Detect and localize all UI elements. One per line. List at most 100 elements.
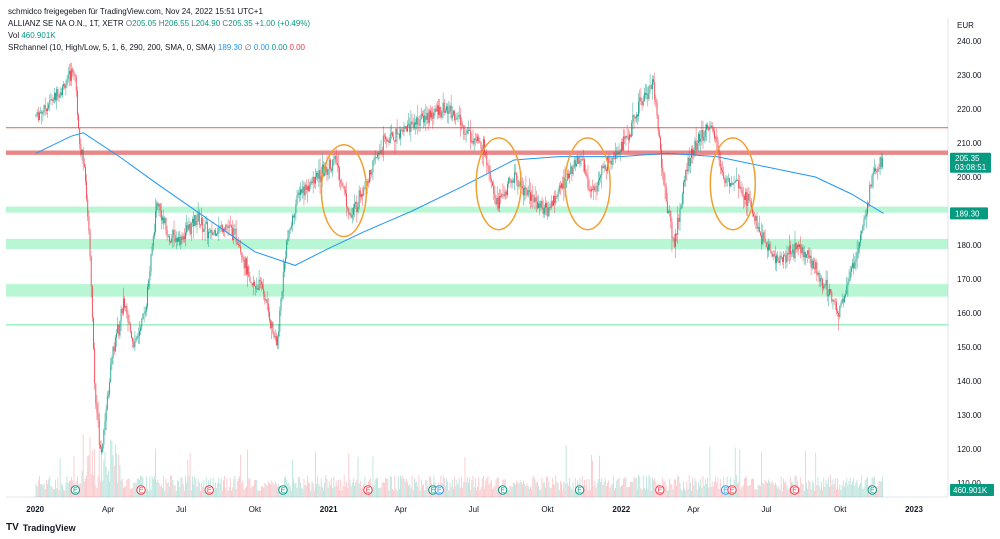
- candle-body: [737, 180, 738, 181]
- candle-555: [673, 233, 675, 249]
- candle-385: [478, 133, 480, 144]
- candle-body: [160, 210, 162, 221]
- volume-bar: [595, 487, 597, 497]
- candle-body: [171, 238, 173, 242]
- candle-703: [844, 294, 845, 304]
- candle-body: [550, 201, 552, 208]
- candle-106: [157, 201, 159, 211]
- volume-bar: [849, 477, 851, 497]
- candle-631: [761, 222, 763, 250]
- volume-bar: [756, 489, 758, 497]
- volume-bar: [747, 486, 749, 497]
- volume-bar: [197, 479, 199, 497]
- candle-635: [765, 241, 767, 248]
- candle-607: [733, 175, 735, 191]
- volume-bar: [377, 477, 378, 497]
- volume-bar: [323, 489, 324, 497]
- candle-body: [431, 112, 433, 118]
- candle-body: [342, 185, 344, 187]
- volume-bar: [456, 479, 458, 497]
- volume-bar: [648, 475, 650, 497]
- candle-526: [640, 88, 642, 106]
- candle-481: [588, 179, 590, 193]
- volume-bar: [252, 486, 254, 497]
- candle-26: [65, 80, 67, 96]
- candle-118: [171, 234, 173, 244]
- time-tick-label-1: Apr: [102, 505, 115, 514]
- indicator-label[interactable]: SRchannel (10, High/Low, 5, 1, 6, 290, 2…: [8, 43, 216, 52]
- candle-body: [605, 169, 607, 171]
- candle-567: [687, 155, 689, 175]
- volume-bar: [829, 486, 830, 497]
- volume-label[interactable]: Vol: [8, 31, 20, 40]
- candle-body: [425, 115, 427, 120]
- tradingview-brand[interactable]: TV TradingView: [6, 522, 76, 533]
- candle-body: [247, 266, 249, 275]
- candle-506: [617, 146, 619, 160]
- volume-bar: [63, 489, 64, 497]
- candle-488: [596, 181, 598, 196]
- candle-body: [565, 180, 567, 188]
- candle-body: [723, 172, 725, 178]
- candle-573: [694, 137, 696, 158]
- earnings-marker-5: E: [428, 485, 438, 495]
- candle-body: [394, 140, 396, 142]
- candle-426: [525, 175, 527, 200]
- price-tick-label-0: 240.00: [957, 37, 982, 46]
- candle-509: [620, 138, 622, 153]
- candle-body: [676, 233, 677, 235]
- earnings-icon: [136, 485, 146, 495]
- candle-body: [635, 114, 637, 119]
- volume-bar: [234, 476, 236, 497]
- symbol-line[interactable]: ALLIANZ SE NA O.N., 1T, XETR O205.05 H20…: [8, 18, 310, 30]
- candle-206: [272, 321, 274, 335]
- volume-bar: [151, 476, 153, 497]
- volume-bar: [802, 484, 804, 497]
- candle-body: [361, 194, 362, 198]
- volume-bar: [619, 486, 621, 497]
- candle-21: [59, 87, 61, 99]
- candle-46: [88, 210, 90, 235]
- symbol-name[interactable]: ALLIANZ SE NA O.N., 1T, XETR: [8, 19, 124, 28]
- volume-bar: [446, 478, 447, 497]
- candle-body: [584, 159, 585, 172]
- candle-body: [614, 158, 615, 160]
- candle-body: [387, 140, 389, 142]
- candle-body: [747, 193, 749, 207]
- volume-bar: [788, 488, 790, 497]
- earnings-marker-1: E: [136, 485, 146, 495]
- candle-259: [333, 154, 335, 167]
- candle-body: [454, 111, 456, 121]
- publisher-text: schmidco freigegeben für TradingView.com…: [8, 7, 263, 16]
- volume-bar: [177, 480, 178, 497]
- candle-379: [471, 132, 473, 144]
- candle-62: [106, 391, 108, 411]
- volume-line[interactable]: Vol 460.901K: [8, 30, 310, 42]
- volume-bar: [741, 486, 743, 497]
- candle-372: [463, 124, 465, 140]
- candle-733: [878, 163, 880, 173]
- candle-69: [114, 335, 116, 353]
- candle-body: [120, 308, 122, 322]
- candle-377: [469, 127, 470, 132]
- indicator-line[interactable]: SRchannel (10, High/Low, 5, 1, 6, 290, 2…: [8, 42, 310, 54]
- candle-body: [52, 99, 54, 102]
- candle-37: [78, 112, 79, 130]
- candle-body: [627, 137, 629, 141]
- candle-body: [717, 140, 719, 150]
- candle-body: [683, 181, 684, 195]
- volume-bar: [836, 489, 837, 497]
- price-tick-label-2: 220.00: [957, 105, 982, 114]
- candle-428: [527, 185, 529, 198]
- candle-169: [229, 215, 231, 227]
- candle-body: [531, 194, 533, 201]
- volume-bar: [232, 487, 234, 497]
- candle-732: [877, 166, 879, 180]
- candle-444: [546, 200, 548, 216]
- volume-bar: [82, 434, 84, 497]
- volume-bar: [126, 479, 128, 497]
- candle-body: [251, 283, 253, 286]
- candle-155: [213, 229, 215, 236]
- candle-55: [98, 413, 100, 449]
